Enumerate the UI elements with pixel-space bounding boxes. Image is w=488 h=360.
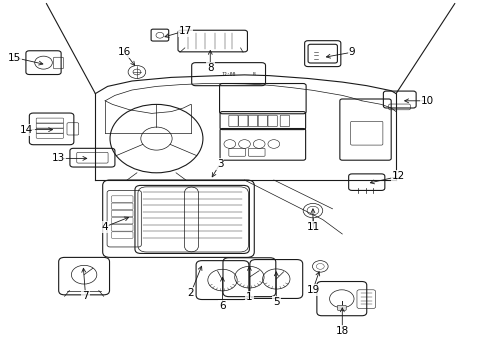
Text: 1: 1 <box>245 292 252 302</box>
Text: 11: 11 <box>305 222 319 232</box>
Text: 15: 15 <box>8 53 21 63</box>
Text: 8: 8 <box>206 63 213 73</box>
Text: 16: 16 <box>118 47 131 57</box>
Text: 2: 2 <box>187 288 194 298</box>
Text: 12:00: 12:00 <box>221 72 235 77</box>
Text: 4: 4 <box>102 222 108 232</box>
Text: 6: 6 <box>219 301 225 311</box>
Text: 5: 5 <box>272 297 279 307</box>
FancyBboxPatch shape <box>337 305 346 310</box>
Text: 7: 7 <box>82 291 89 301</box>
Text: 13: 13 <box>52 153 65 163</box>
Text: 17: 17 <box>179 26 192 36</box>
Text: 9: 9 <box>348 47 355 57</box>
Text: 19: 19 <box>305 285 319 295</box>
Text: 3: 3 <box>216 159 223 169</box>
Text: 12: 12 <box>391 171 405 181</box>
Text: 18: 18 <box>335 326 348 336</box>
Text: B: B <box>252 72 255 76</box>
Text: 10: 10 <box>421 96 433 106</box>
Text: 14: 14 <box>20 125 34 135</box>
